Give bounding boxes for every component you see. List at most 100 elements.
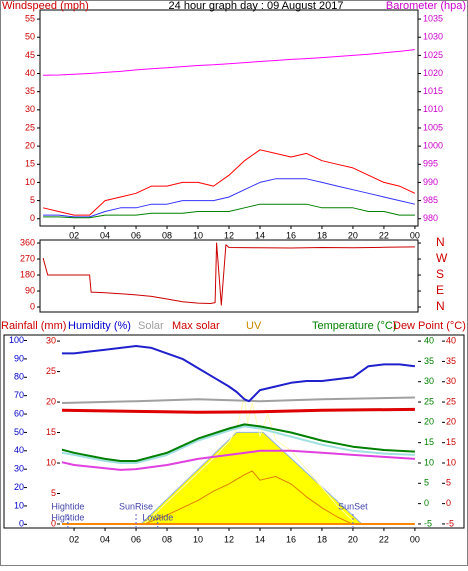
x-tick-label: 20 (348, 230, 358, 240)
y-tick-label: W (436, 251, 448, 265)
y-tick-label: 1030 (423, 32, 443, 42)
y-tick-label: S (436, 267, 444, 281)
y-tick-label: 35 (424, 356, 434, 366)
y-tick-label: 360 (20, 237, 35, 247)
y-tick-label: 20 (25, 141, 35, 151)
y-tick-label: 0 (30, 301, 35, 311)
line (42, 149, 416, 216)
y-tick-label: 5 (424, 478, 429, 488)
axis-label: Temperature (°C) (312, 320, 396, 332)
y-tick-label: 55 (25, 13, 35, 23)
line (43, 49, 415, 76)
plot-area (42, 49, 416, 219)
x-tick-label: 18 (317, 534, 327, 544)
line (43, 178, 416, 218)
y-tick-label: 10 (25, 177, 35, 187)
y-tick-label: 25 (25, 122, 35, 132)
x-tick-label: 12 (224, 534, 234, 544)
x-tick-label: 04 (100, 534, 110, 544)
y-tick-label: 35 (446, 356, 456, 366)
x-tick-label: 14 (255, 534, 265, 544)
plot-area (42, 242, 415, 306)
annotation-label: SunSet (338, 501, 368, 511)
y-tick-label: 20 (446, 417, 456, 427)
y-tick-label: 10 (446, 457, 456, 467)
y-tick-label: 80 (14, 372, 24, 382)
x-tick-label: 04 (100, 230, 110, 240)
x-tick-label: 06 (131, 230, 141, 240)
line (62, 345, 416, 403)
y-tick-label: 980 (423, 213, 438, 223)
y-tick-label: 25 (46, 366, 56, 376)
y-tick-label: E (436, 283, 444, 297)
y-tick-label: 5 (30, 195, 35, 205)
x-tick-label: 22 (379, 230, 389, 240)
x-tick-label: 00 (410, 534, 420, 544)
y-tick-label: 60 (14, 408, 24, 418)
y-tick-label: 1020 (423, 68, 443, 78)
x-tick-label: 10 (193, 534, 203, 544)
y-tick-label: 50 (25, 32, 35, 42)
y-tick-label: 1005 (423, 122, 443, 132)
y-tick-label: 5 (51, 488, 56, 498)
line (62, 396, 415, 404)
y-tick-label: 15 (424, 437, 434, 447)
y-tick-label: 15 (46, 427, 56, 437)
x-tick-label: 08 (162, 230, 172, 240)
y-tick-label: 990 (423, 177, 438, 187)
climate-panel-frame (3, 334, 465, 529)
y-tick-label: 25 (424, 396, 434, 406)
y-tick-label: N (436, 235, 445, 249)
y-tick-label: 270 (20, 253, 35, 263)
x-tick-label: 02 (69, 534, 79, 544)
x-tick-label: 16 (286, 534, 296, 544)
annotation-label: Hightide (51, 501, 84, 511)
y-tick-label: 90 (25, 285, 35, 295)
y-tick-label: -5 (446, 518, 454, 528)
y-tick-label: -5 (424, 518, 432, 528)
y-tick-label: 985 (423, 195, 438, 205)
y-tick-label: 90 (14, 353, 24, 363)
y-tick-label: N (436, 299, 445, 313)
y-tick-label: 40 (424, 335, 434, 345)
y-tick-label: 40 (446, 335, 456, 345)
y-tick-label: 0 (446, 498, 451, 508)
y-tick-label: 30 (446, 376, 456, 386)
y-tick-label: 70 (14, 390, 24, 400)
x-tick-label: 22 (379, 534, 389, 544)
x-tick-label: 06 (131, 534, 141, 544)
line (62, 449, 415, 471)
y-tick-label: 30 (46, 335, 56, 345)
y-tick-label: 0 (30, 213, 35, 223)
line (42, 242, 415, 306)
y-tick-label: 20 (424, 417, 434, 427)
y-tick-label: 45 (25, 50, 35, 60)
annotation-label: Lowtide (142, 512, 173, 522)
y-tick-label: 30 (25, 104, 35, 114)
line (143, 395, 354, 525)
axis-label: UV (246, 320, 262, 332)
x-tick-label: 10 (193, 230, 203, 240)
annotation-label: Hightide (51, 512, 84, 522)
annotation-label: SunRise (119, 501, 153, 511)
axis-label: Solar (138, 320, 164, 332)
line (143, 470, 354, 525)
y-tick-label: 1010 (423, 104, 443, 114)
line (62, 425, 415, 464)
y-tick-label: 1035 (423, 13, 443, 23)
x-tick-label: 20 (348, 534, 358, 544)
x-tick-label: 16 (286, 230, 296, 240)
y-tick-label: 25 (446, 396, 456, 406)
y-tick-label: 20 (46, 396, 56, 406)
line (62, 423, 415, 462)
y-tick-label: 40 (14, 445, 24, 455)
y-tick-label: 1015 (423, 86, 443, 96)
y-tick-label: 50 (14, 427, 24, 437)
line (43, 203, 415, 219)
y-tick-label: 100 (9, 335, 24, 345)
axis-label: Barometer (hpa) (386, 0, 466, 12)
y-tick-label: 5 (446, 478, 451, 488)
axis-label: Windspeed (mph) (2, 0, 89, 12)
x-tick-label: 02 (69, 230, 79, 240)
